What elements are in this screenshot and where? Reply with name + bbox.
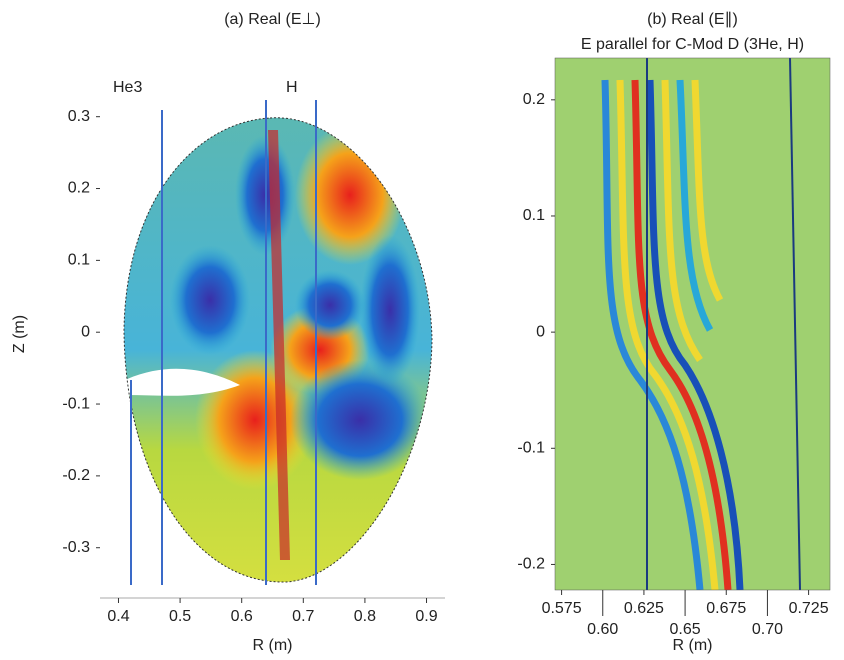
x-tick-label: 0.725 — [789, 600, 829, 617]
x-axis-label: R (m) — [253, 637, 293, 654]
y-axis-label: Z (m) — [11, 315, 28, 353]
y-tick-label: -0.1 — [62, 395, 90, 412]
y-tick-label: -0.2 — [517, 556, 545, 573]
antenna-lines — [130, 100, 317, 585]
y-tick-label: 0.1 — [68, 252, 90, 269]
y-tick-label: 0.1 — [523, 207, 545, 224]
x-tick-label: 0.65 — [670, 621, 701, 638]
x-tick-label: 0.8 — [354, 608, 376, 625]
field-b — [555, 58, 830, 590]
panel-subtitle: E parallel for C-Mod D (3He, H) — [581, 36, 804, 53]
x-tick-label: 0.9 — [415, 608, 437, 625]
annotation: He3 — [113, 79, 142, 96]
panel-title: (b) Real (E∥) — [647, 11, 738, 28]
x-tick-label: 0.575 — [542, 600, 582, 617]
x-tick-label: 0.70 — [752, 621, 783, 638]
y-tick-label: 0 — [536, 323, 545, 340]
x-tick-label: 0.60 — [587, 621, 618, 638]
x-tick-label: 0.4 — [107, 608, 129, 625]
y-tick-label: 0.2 — [68, 180, 90, 197]
y-tick-label: 0 — [81, 323, 90, 340]
y-tick-label: -0.1 — [517, 440, 545, 457]
annotation: H — [286, 79, 298, 96]
x-axis-label: R (m) — [673, 637, 713, 654]
y-tick-label: 0.3 — [68, 108, 90, 125]
x-tick-label: 0.5 — [169, 608, 191, 625]
field-a — [124, 117, 432, 583]
boundary — [123, 117, 433, 583]
y-tick-label: -0.3 — [62, 539, 90, 556]
y-tick-label: 0.2 — [523, 91, 545, 108]
panel-title: (a) Real (E⊥) — [224, 11, 321, 28]
x-tick-label: 0.625 — [624, 600, 664, 617]
x-tick-label: 0.7 — [292, 608, 314, 625]
x-tick-label: 0.6 — [231, 608, 253, 625]
x-tick-label: 0.675 — [706, 600, 746, 617]
y-tick-label: -0.2 — [62, 467, 90, 484]
